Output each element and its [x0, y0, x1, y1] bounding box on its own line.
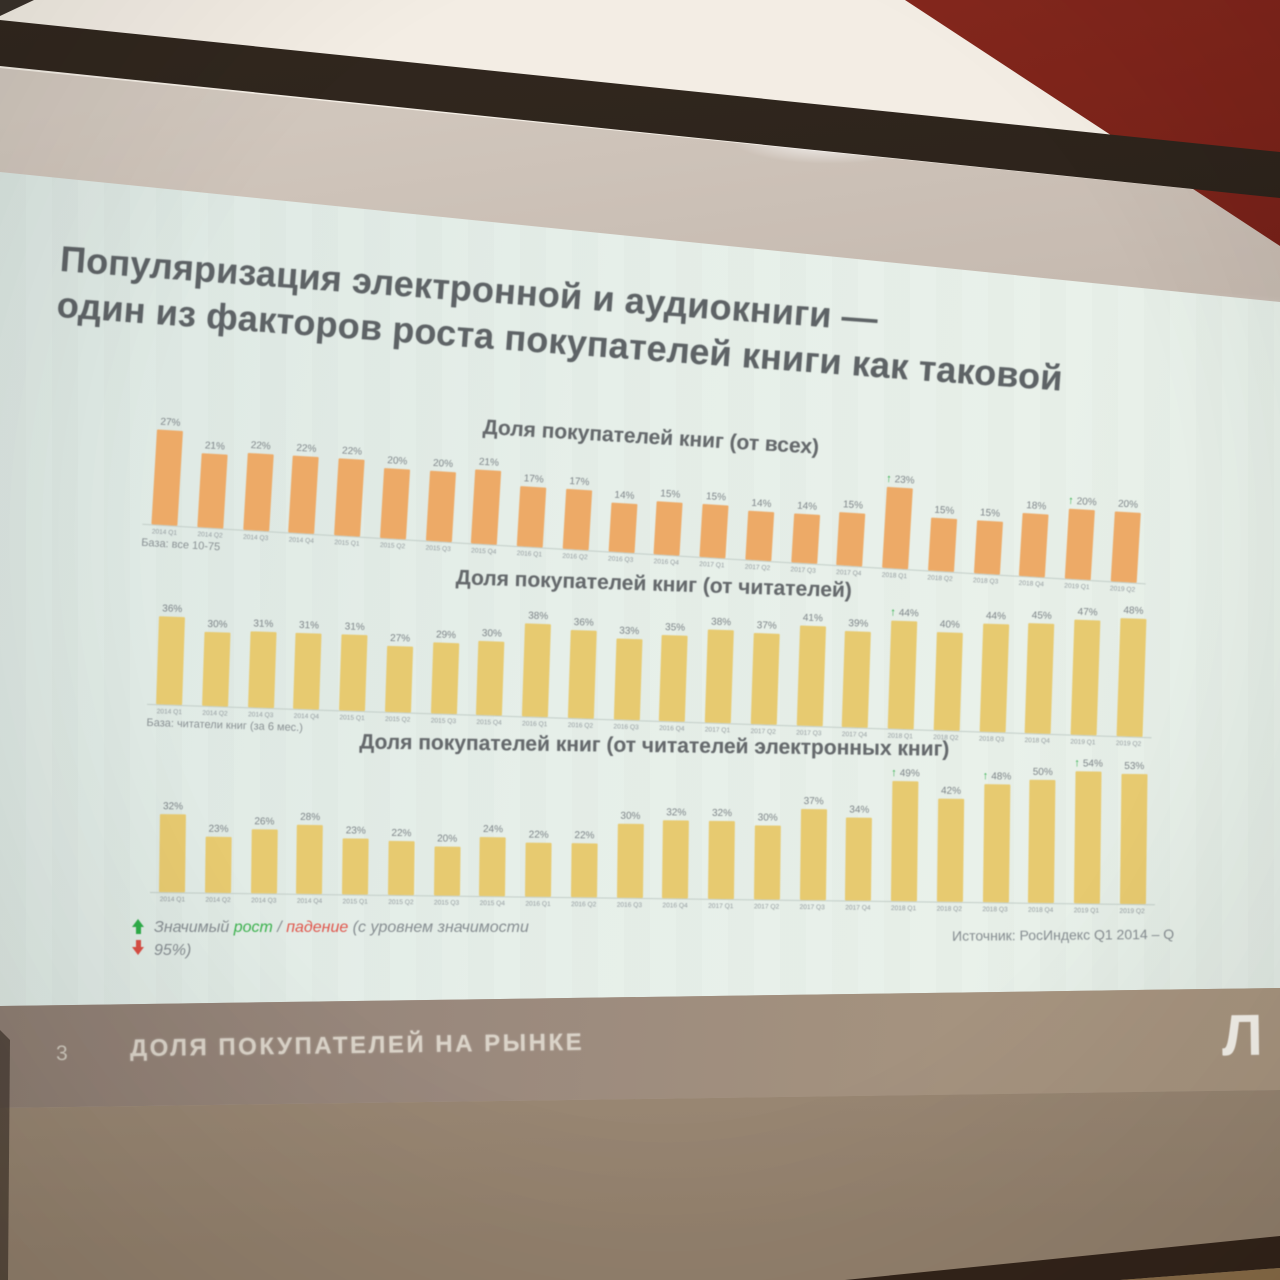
legend-separator: /	[272, 919, 287, 936]
up-arrow-icon	[132, 919, 144, 934]
significance-legend: Значимый рост / падение (с уровнем значи…	[132, 916, 529, 962]
page-number: 3	[55, 1041, 68, 1066]
down-arrow-icon	[132, 940, 144, 955]
legend-arrows	[132, 916, 144, 962]
litres-logo-letter: Л	[1221, 1002, 1264, 1069]
footer-section-title: ДОЛЯ ПОКУПАТЕЛЕЙ НА РЫНКЕ	[129, 1028, 585, 1063]
legend-text: Значимый рост / падение (с уровнем значи…	[154, 916, 529, 962]
legend-prefix: Значимый	[154, 919, 234, 936]
legend-decline-word: падение	[286, 919, 349, 936]
legend-suffix: (с уровнем значимости	[348, 919, 529, 936]
legend-growth-word: рост	[233, 919, 273, 936]
legend-line2: 95%)	[154, 942, 192, 960]
